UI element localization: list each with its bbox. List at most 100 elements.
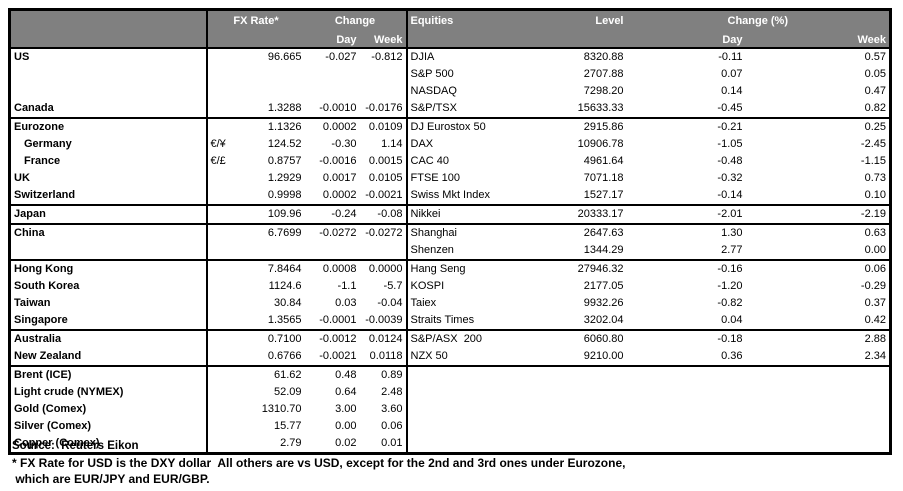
fx-change-week-value: -0.812 [359,48,408,66]
fx-change-week-value: 0.0109 [359,117,408,136]
header-spacer [558,32,627,48]
equity-change-week-value: 0.25 [745,117,891,136]
fx-change-day-value: -0.0012 [304,329,360,348]
table-row: France €/£ 0.8757 -0.0016 0.0015 CAC 40 … [9,153,891,170]
fx-change-day-value: -0.0016 [319,155,357,167]
fx-rate-value: 1310.70 [261,403,302,415]
equity-name: S&P/TSX [410,102,457,114]
fx-rate-value: 1.1326 [242,117,305,136]
fx-change-week-value: -0.0272 [359,223,408,242]
fx-change-day-value [305,66,360,83]
equity-name: DJIA [410,51,435,63]
region-label: Light crude (NYMEX) [9,384,208,401]
equity-change-day-value: 0.14 [721,85,743,97]
table-row: South Korea 1124.6 -1.1 -5.7 KOSPI 2177.… [9,278,891,295]
fx-change-week-value [359,66,408,83]
table-row: Japan 109.96 -0.24 -0.08 Nikkei 20333.17… [9,204,891,224]
currency-pair-label [207,435,243,454]
fx-change-day-value: 0.0002 [304,117,360,136]
region-label: France [9,153,208,170]
equity-level-value: 7298.20 [583,85,624,97]
fx-rate-value: 6.7699 [242,223,305,242]
equity-level-value [558,365,627,384]
currency-pair-label: €/¥ [210,138,226,150]
fx-change-week-value: 3.60 [359,401,408,418]
region-label: Switzerland [9,187,208,205]
equity-change-week-value: 0.42 [864,314,886,326]
fx-change-week-value: 0.0124 [359,329,408,348]
fx-change-day-value: 0.48 [304,365,360,384]
equity-change-week-value: 0.06 [745,259,891,278]
equity-change-day-value: 0.36 [721,350,743,362]
equity-day-subheader: Day [626,32,746,48]
fx-change-day-value: -0.0001 [319,314,357,326]
equity-name: DAX [410,138,434,150]
fx-rate-value [243,242,305,260]
equity-change-week-value [746,435,891,454]
region-label: Australia [9,329,208,348]
equity-change-week-value: -0.29 [860,280,886,292]
fx-rate-value [243,83,305,100]
fx-change-week-value [359,83,408,100]
currency-pair-label [206,259,243,278]
equity-level-value: 9932.26 [583,297,624,309]
fx-change-day-value: -0.0021 [319,350,357,362]
fx-change-week-value: 0.0118 [359,348,408,366]
equity-name: CAC 40 [410,155,450,167]
equity-change-day-value: -0.14 [717,189,743,201]
fx-change-week-value: 0.0015 [359,153,408,170]
fx-rate-value: 0.8757 [267,155,302,167]
fx-day-subheader: Day [304,32,360,48]
fx-rate-value: 0.6766 [267,350,302,362]
region-label: Taiwan [9,295,208,312]
equity-change-day-value: -0.16 [626,259,746,278]
header-spacer [406,32,559,48]
equity-change-week-value: 0.10 [864,189,886,201]
fx-change-column-header: Change [304,9,408,32]
region-label [9,66,208,83]
equity-change-week-value: 0.37 [864,297,886,309]
fx-rate-value: 1124.6 [268,280,302,292]
currency-pair-label [207,295,243,312]
equity-level-value: 2647.63 [558,223,627,242]
equity-change-day-value [627,418,746,435]
currency-pair-label [206,365,243,384]
equity-name: FTSE 100 [410,172,461,184]
equity-name [407,401,559,418]
equity-level-value: 2915.86 [558,117,627,136]
equity-change-day-value: -0.21 [626,117,746,136]
fx-change-week-value: 2.48 [359,384,408,401]
fx-rate-value: 0.7100 [242,329,305,348]
currency-pair-label [207,278,243,295]
equity-name: Nikkei [406,204,559,224]
fx-footnote-line2: which are EUR/JPY and EUR/GBP. [12,472,210,486]
header-spacer [206,32,305,48]
equity-level-value: 1344.29 [583,244,624,256]
table-row: UK 1.2929 0.0017 0.0105 FTSE 100 7071.18… [9,170,891,187]
currency-pair-label [206,204,243,224]
equity-level-value: 6060.80 [558,329,627,348]
source-note: Source: Reuters Eikon [12,440,139,452]
equity-name [406,365,559,384]
currency-pair-label [207,312,243,330]
fx-change-week-value: 0.06 [359,418,408,435]
fx-rate-column-header: FX Rate* [206,9,305,32]
fx-change-day-value [305,83,360,100]
fx-rate-value: 1.3288 [267,102,302,114]
equity-change-day-value: -1.20 [717,280,743,292]
equities-column-header: Equities [406,9,559,32]
currency-pair-label: €/£ [210,155,226,167]
currency-pair-label [207,83,243,100]
fx-change-day-value: 0.64 [335,386,357,398]
currency-pair-label [207,401,243,418]
fx-change-week-value: -0.04 [359,295,408,312]
fx-change-week-value: 0.0105 [359,170,408,187]
table-row: Canada 1.3288 -0.0010 -0.0176 S&P/TSX 15… [9,100,891,118]
region-label: Silver (Comex) [9,418,208,435]
equity-name: Shenzen [410,244,454,256]
equity-change-week-value [746,418,891,435]
fx-change-day-value: -0.0010 [319,102,357,114]
equity-level-value: 3202.04 [583,314,624,326]
currency-pair-label [207,66,243,83]
equity-change-week-value [745,365,891,384]
